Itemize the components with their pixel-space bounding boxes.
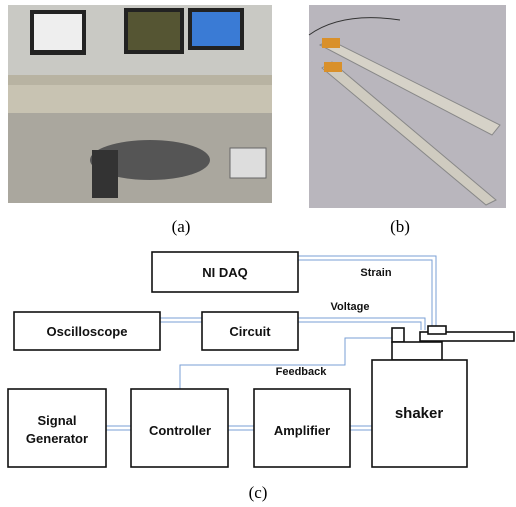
- shaker-fixture: [392, 326, 514, 360]
- node-label: NI DAQ: [202, 265, 248, 280]
- edge-label: Strain: [360, 267, 391, 279]
- caption: (b): [390, 217, 410, 236]
- photo-sensor: [309, 5, 506, 208]
- caption: (c): [249, 483, 268, 502]
- node-label: Signal: [37, 413, 76, 428]
- figure: (a) (b) NI DAQ Oscilloscope Circuit Sign…: [0, 0, 516, 507]
- node-label: Oscilloscope: [47, 324, 128, 339]
- edge-label: Voltage: [331, 301, 370, 313]
- photo-lab-setup: [8, 5, 272, 203]
- node-label: Amplifier: [274, 423, 330, 438]
- node-label: shaker: [395, 405, 444, 422]
- node-label: Generator: [26, 431, 88, 446]
- edge-label: Feedback: [276, 366, 328, 378]
- node-label: Controller: [149, 423, 211, 438]
- node-label: Circuit: [229, 324, 271, 339]
- caption: (a): [172, 217, 191, 236]
- node-box: [8, 389, 106, 467]
